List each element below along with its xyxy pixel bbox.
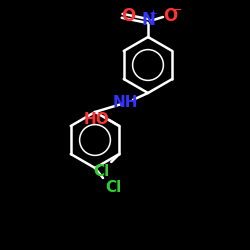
Text: +: + [148, 9, 158, 19]
Text: O: O [121, 7, 135, 25]
Text: O: O [163, 7, 177, 25]
Text: NH: NH [113, 95, 138, 110]
Text: HO: HO [83, 112, 109, 126]
Text: N: N [141, 11, 155, 29]
Text: Cl: Cl [93, 164, 109, 180]
Text: Cl: Cl [105, 180, 121, 196]
Text: −: − [172, 4, 182, 16]
